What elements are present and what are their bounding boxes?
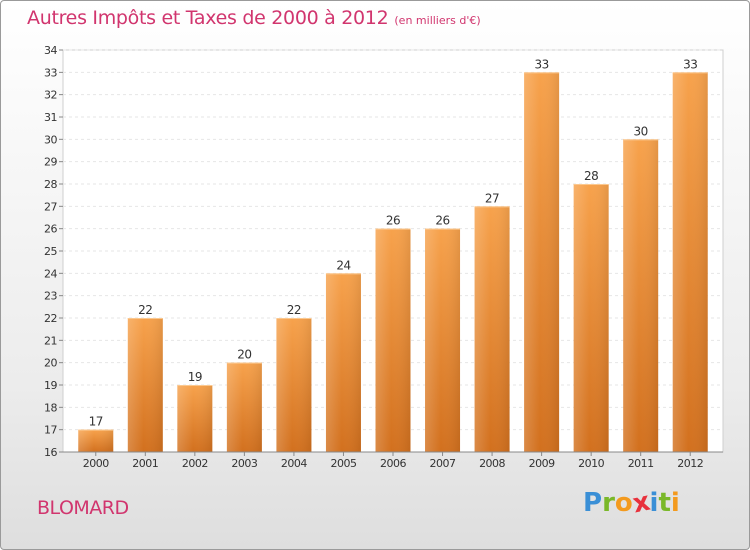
x-tick-label: 2000: [83, 457, 109, 470]
y-tick-label: 26: [44, 223, 57, 236]
y-tick-label: 21: [44, 334, 57, 347]
x-tick-label: 2006: [380, 457, 406, 470]
data-label: 33: [683, 57, 697, 71]
x-axis: 2000 2001 2002 2003 2004 2005 2006 2007 2008 2009…: [63, 451, 723, 470]
logo-letter: o: [614, 488, 633, 518]
bar-shade: [78, 429, 114, 452]
data-label: 17: [89, 415, 103, 429]
bar-shade: [375, 228, 411, 452]
bar-shade: [325, 273, 361, 452]
y-tick-label: 34: [44, 44, 57, 57]
y-tick-label: 27: [44, 200, 57, 213]
bar-shade: [623, 139, 659, 453]
x-tick-label: 2008: [479, 457, 505, 470]
bar-shade: [425, 228, 461, 452]
y-axis: 16 17 18 19 20 21 22 23 24 25 26 27 28 29 30 31 32 33 34: [44, 44, 63, 459]
data-label: 28: [584, 169, 598, 183]
y-tick-label: 29: [44, 156, 57, 169]
y-tick-label: 17: [44, 424, 57, 437]
proxiti-logo[interactable]: Proxiti: [583, 487, 680, 520]
y-tick-label: 25: [44, 245, 57, 258]
data-label: 20: [237, 348, 251, 362]
chart-subtitle: (en milliers d'€): [394, 14, 481, 27]
logo-letter: P: [583, 488, 603, 518]
y-tick-label: 28: [44, 178, 57, 191]
data-label: 27: [485, 191, 499, 205]
bars: 17 22 19 20 22 24 26 26 27 33 28 30 33: [78, 57, 708, 453]
x-tick-label: 2012: [677, 457, 703, 470]
y-tick-label: 32: [44, 89, 57, 102]
bar-shade: [524, 72, 560, 452]
y-tick-label: 16: [44, 446, 57, 459]
bar-shade: [127, 318, 163, 452]
data-label: 22: [287, 303, 301, 317]
data-label: 22: [138, 303, 152, 317]
data-label: 26: [386, 214, 400, 228]
bar-shade: [672, 72, 708, 452]
data-label: 30: [634, 124, 648, 138]
bar-shade: [226, 362, 262, 452]
bar-shade: [573, 184, 609, 452]
x-tick-label: 2011: [628, 457, 654, 470]
bar-shade: [276, 318, 312, 452]
x-tick-label: 2010: [578, 457, 604, 470]
commune-name: BLOMARD: [37, 497, 129, 519]
logo-letter: i: [649, 488, 659, 518]
logo-letter: i: [670, 488, 680, 518]
logo-letter: r: [602, 488, 615, 518]
y-tick-label: 31: [44, 111, 57, 124]
x-tick-label: 2002: [182, 457, 208, 470]
y-tick-label: 23: [44, 290, 57, 303]
data-label: 26: [435, 214, 449, 228]
y-tick-label: 33: [44, 66, 57, 79]
y-tick-label: 19: [44, 379, 57, 392]
y-tick-label: 20: [44, 357, 57, 370]
chart-title: Autres Impôts et Taxes de 2000 à 2012: [27, 7, 389, 29]
x-tick-label: 2005: [330, 457, 356, 470]
chart-title-block: Autres Impôts et Taxes de 2000 à 2012 (en…: [27, 7, 481, 29]
bar-shade: [474, 206, 510, 452]
logo-letter: t: [658, 488, 671, 518]
y-tick-label: 24: [44, 267, 57, 280]
x-tick-label: 2009: [529, 457, 555, 470]
x-tick-label: 2001: [132, 457, 158, 470]
y-tick-label: 22: [44, 312, 57, 325]
x-tick-label: 2007: [430, 457, 456, 470]
y-tick-label: 30: [44, 133, 57, 146]
x-tick-label: 2003: [231, 457, 257, 470]
bar-shade: [177, 385, 213, 452]
data-label: 33: [534, 57, 548, 71]
y-tick-label: 18: [44, 401, 57, 414]
x-tick-label: 2004: [281, 457, 307, 470]
data-label: 19: [188, 370, 202, 384]
data-label: 24: [336, 258, 350, 272]
